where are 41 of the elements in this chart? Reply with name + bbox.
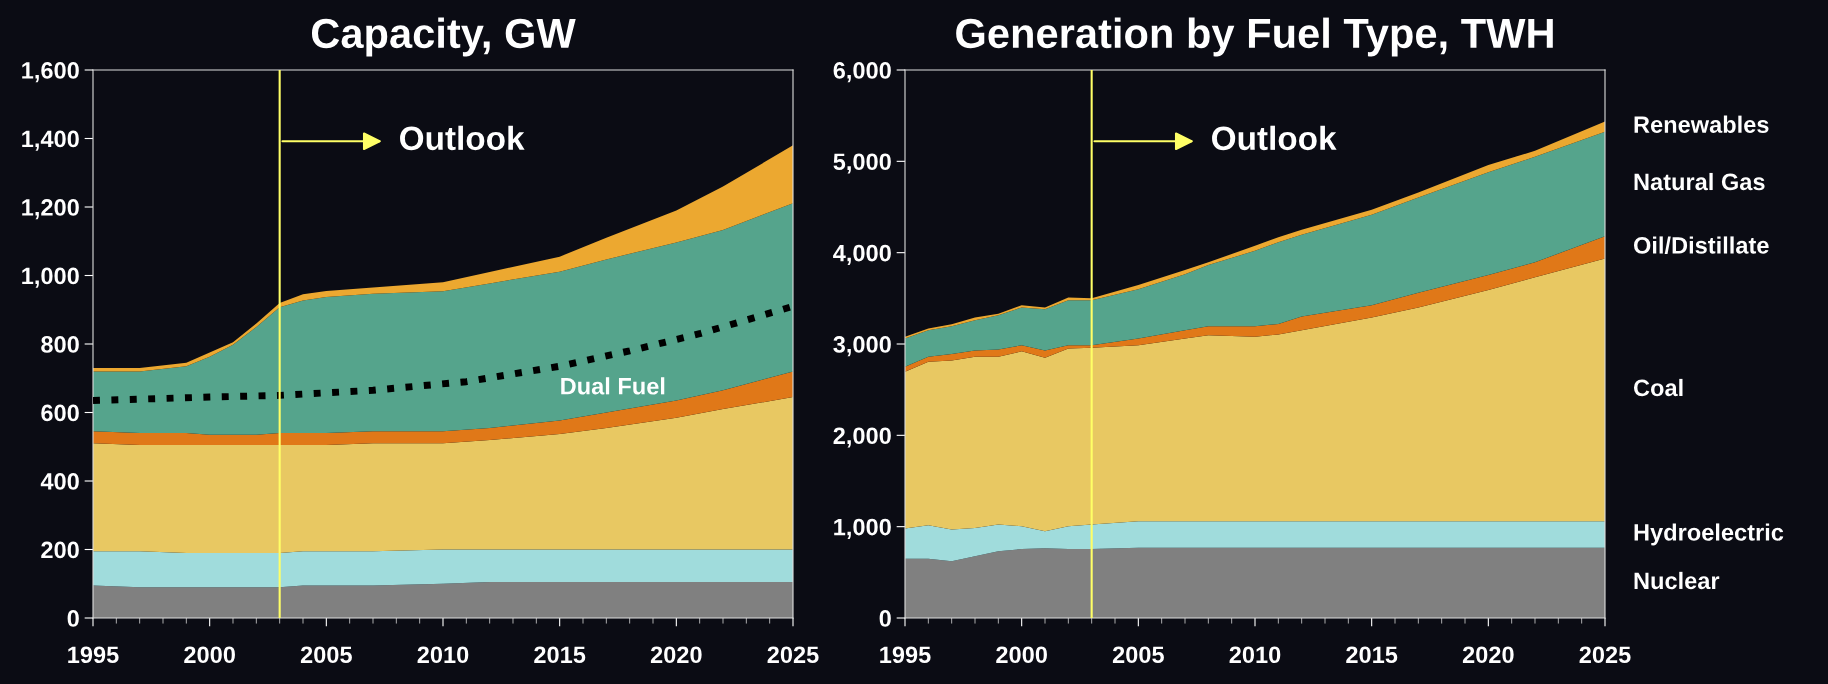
x-tick-label: 2025 <box>767 646 819 664</box>
chart-title: Capacity, GW <box>311 17 576 57</box>
y-tick-label: 400 <box>40 473 79 490</box>
chart-title: Generation by Fuel Type, TWH <box>956 17 1553 57</box>
series-label: Hydroelectric <box>1634 523 1784 546</box>
x-tick-label: 1995 <box>880 646 931 664</box>
x-tick-label: 2020 <box>650 646 702 664</box>
ref-line-label: Outlook <box>1212 125 1337 151</box>
series-label: Natural Gas <box>1634 172 1765 191</box>
y-tick-label: 1,000 <box>22 267 79 288</box>
y-tick-label: 5,000 <box>833 153 891 174</box>
y-tick-label: 4,000 <box>833 244 891 265</box>
x-tick-label: 2010 <box>417 646 469 664</box>
x-tick-label: 2000 <box>996 646 1047 664</box>
x-tick-label: 1995 <box>68 646 119 664</box>
y-tick-label: 1,200 <box>22 199 79 220</box>
y-tick-label: 3,000 <box>833 336 891 357</box>
x-tick-label: 2000 <box>184 646 235 664</box>
y-tick-label: 1,400 <box>22 130 79 151</box>
y-tick-label: 600 <box>41 404 79 422</box>
x-tick-label: 2020 <box>1462 646 1514 664</box>
series-label: Dual Fuel <box>561 377 665 395</box>
series-label: Nuclear <box>1634 571 1720 590</box>
y-tick-label: 6,000 <box>833 62 891 83</box>
y-tick-label: 0 <box>67 610 79 627</box>
series-label: Coal <box>1633 378 1683 397</box>
x-tick-label: 2005 <box>300 646 352 664</box>
y-tick-label: 1,600 <box>22 62 79 83</box>
y-tick-label: 0 <box>879 610 891 627</box>
series-label: Oil/Distillate <box>1633 236 1769 254</box>
y-tick-label: 800 <box>41 336 79 353</box>
x-tick-label: 2005 <box>1112 646 1164 664</box>
y-tick-label: 2,000 <box>833 427 891 448</box>
x-tick-label: 2015 <box>1346 646 1398 664</box>
ref-line-label: Outlook <box>400 125 525 151</box>
series-label: Renewables <box>1634 115 1769 133</box>
x-tick-label: 2015 <box>534 646 586 664</box>
x-tick-label: 2025 <box>1579 646 1631 664</box>
y-tick-label: 200 <box>41 541 79 559</box>
x-tick-label: 2010 <box>1229 646 1281 664</box>
y-tick-label: 1,000 <box>834 518 891 539</box>
